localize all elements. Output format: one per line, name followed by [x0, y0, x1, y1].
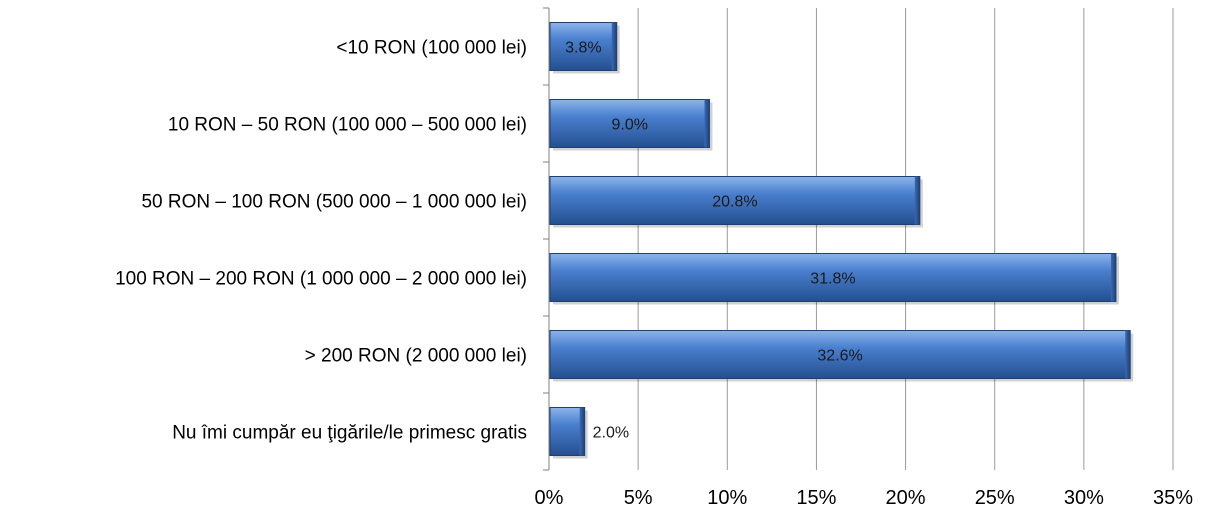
x-tick-label: 35% [1153, 487, 1193, 509]
bar-end-cap [1125, 330, 1131, 379]
data-label: 20.8% [712, 194, 757, 211]
category-label: Nu îmi cumpăr eu ţigările/le primesc gra… [172, 423, 527, 444]
x-tick-label: 0% [535, 487, 564, 509]
data-label: 9.0% [611, 117, 647, 134]
category-label: 50 RON – 100 RON (500 000 – 1 000 000 le… [141, 192, 527, 213]
x-tick-label: 5% [624, 487, 653, 509]
x-tick-label: 20% [886, 487, 926, 509]
bars [549, 22, 1134, 459]
x-tick-label: 30% [1064, 487, 1104, 509]
bar [549, 330, 1131, 379]
category-labels: <10 RON (100 000 lei) 10 RON – 50 RON (10… [115, 38, 527, 444]
category-label: 10 RON – 50 RON (100 000 – 500 000 lei) [168, 115, 527, 136]
bar-end-cap [914, 176, 920, 225]
bar-end-cap [611, 22, 617, 71]
y-axis [543, 7, 550, 471]
data-label: 3.8% [565, 40, 601, 57]
data-label: 32.6% [817, 348, 862, 365]
data-labels: 3.8% 9.0% 20.8% 31.8% 32.6% 2.0% [565, 40, 863, 442]
x-tick-label: 25% [975, 487, 1015, 509]
gridlines [637, 8, 1174, 470]
bar-end-cap [579, 407, 585, 456]
x-tick-label: 15% [796, 487, 836, 509]
category-label: <10 RON (100 000 lei) [336, 38, 527, 59]
bar-end-cap [704, 99, 710, 148]
bar [549, 253, 1117, 302]
data-label: 2.0% [593, 425, 629, 442]
category-label: 100 RON – 200 RON (1 000 000 – 2 000 000… [115, 269, 527, 290]
category-label: > 200 RON (2 000 000 lei) [305, 346, 527, 367]
x-tick-label: 10% [707, 487, 747, 509]
data-label: 31.8% [810, 271, 855, 288]
bar [549, 407, 586, 456]
bar-end-cap [1110, 253, 1116, 302]
x-tick-labels: 0% 5% 10% 15% 20% 25% 30% 35% [535, 487, 1194, 509]
bar [549, 176, 921, 225]
